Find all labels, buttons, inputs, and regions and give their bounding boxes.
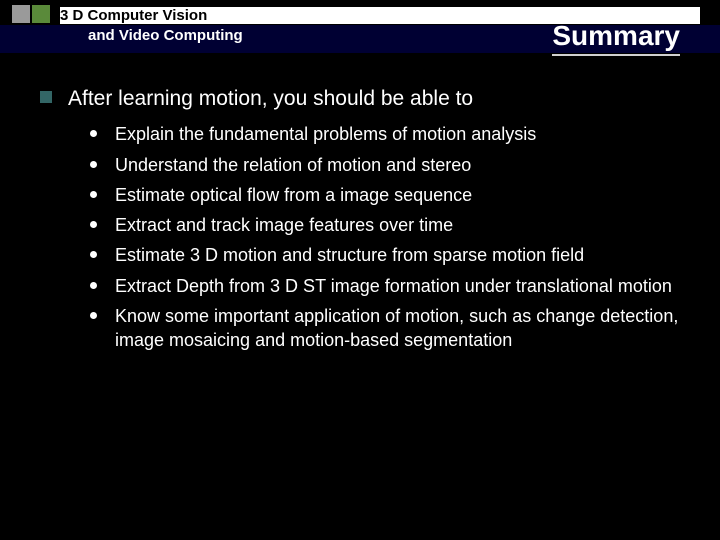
dot-bullet-icon bbox=[90, 282, 97, 289]
list-item-text: Understand the relation of motion and st… bbox=[115, 153, 471, 177]
header-course-line2: and Video Computing bbox=[88, 27, 243, 44]
logo-sq-1 bbox=[32, 5, 50, 23]
list-item-text: Estimate optical flow from a image seque… bbox=[115, 183, 472, 207]
content-area: After learning motion, you should be abl… bbox=[40, 85, 680, 359]
dot-bullet-icon bbox=[90, 191, 97, 198]
list-item: Explain the fundamental problems of moti… bbox=[90, 122, 680, 146]
square-bullet-icon bbox=[40, 91, 52, 103]
list-item-text: Estimate 3 D motion and structure from s… bbox=[115, 243, 584, 267]
list-item: Know some important application of motio… bbox=[90, 304, 680, 353]
dot-bullet-icon bbox=[90, 251, 97, 258]
list-item: Extract and track image features over ti… bbox=[90, 213, 680, 237]
main-bullet-text: After learning motion, you should be abl… bbox=[68, 85, 473, 112]
dot-bullet-icon bbox=[90, 161, 97, 168]
list-item-text: Extract Depth from 3 D ST image formatio… bbox=[115, 274, 672, 298]
list-item-text: Explain the fundamental problems of moti… bbox=[115, 122, 536, 146]
list-item: Understand the relation of motion and st… bbox=[90, 153, 680, 177]
list-item: Extract Depth from 3 D ST image formatio… bbox=[90, 274, 680, 298]
dot-bullet-icon bbox=[90, 130, 97, 137]
dot-bullet-icon bbox=[90, 221, 97, 228]
slide-title: Summary bbox=[552, 20, 680, 56]
sub-bullet-list: Explain the fundamental problems of moti… bbox=[90, 122, 680, 352]
list-item: Estimate 3 D motion and structure from s… bbox=[90, 243, 680, 267]
list-item-text: Know some important application of motio… bbox=[115, 304, 680, 353]
list-item-text: Extract and track image features over ti… bbox=[115, 213, 453, 237]
list-item: Estimate optical flow from a image seque… bbox=[90, 183, 680, 207]
dot-bullet-icon bbox=[90, 312, 97, 319]
slide-container: { "header": { "line1": "3 D Computer Vis… bbox=[0, 0, 720, 540]
logo-sq-0 bbox=[12, 5, 30, 23]
main-bullet-row: After learning motion, you should be abl… bbox=[40, 85, 680, 112]
